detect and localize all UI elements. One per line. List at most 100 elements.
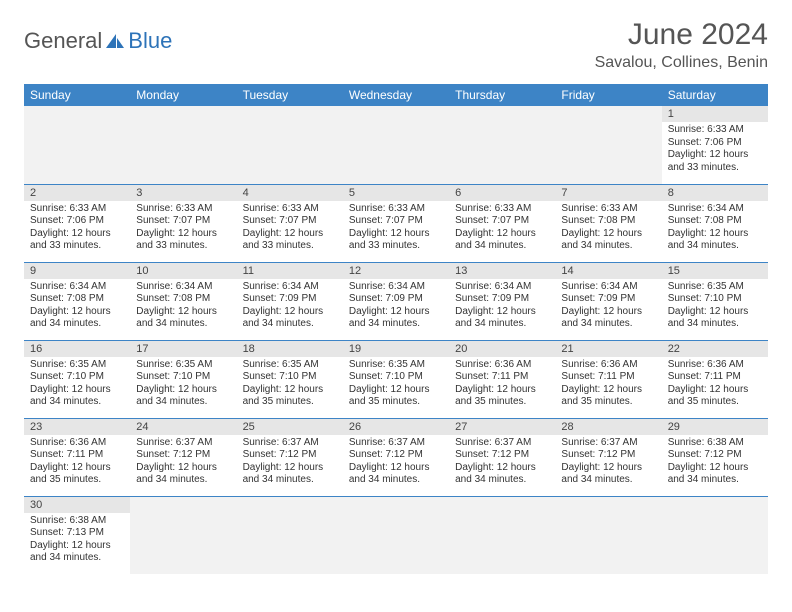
daylight-text-2: and 34 minutes.: [136, 474, 230, 487]
weekday-header: Thursday: [449, 84, 555, 106]
calendar-cell: 4Sunrise: 6:33 AMSunset: 7:07 PMDaylight…: [237, 184, 343, 262]
daylight-text: Daylight: 12 hours: [668, 306, 762, 319]
calendar-cell-empty: [555, 106, 661, 184]
calendar-cell-empty: [237, 106, 343, 184]
sunrise-text: Sunrise: 6:34 AM: [30, 281, 124, 294]
sunset-text: Sunset: 7:10 PM: [243, 371, 337, 384]
day-number: 22: [662, 341, 768, 357]
day-number: 7: [555, 185, 661, 201]
weekday-header: Sunday: [24, 84, 130, 106]
logo-text-blue: Blue: [128, 28, 172, 54]
daylight-text-2: and 33 minutes.: [136, 240, 230, 253]
calendar-cell: 8Sunrise: 6:34 AMSunset: 7:08 PMDaylight…: [662, 184, 768, 262]
calendar-cell: 22Sunrise: 6:36 AMSunset: 7:11 PMDayligh…: [662, 340, 768, 418]
calendar-cell: 19Sunrise: 6:35 AMSunset: 7:10 PMDayligh…: [343, 340, 449, 418]
sunset-text: Sunset: 7:12 PM: [561, 449, 655, 462]
daylight-text-2: and 34 minutes.: [668, 240, 762, 253]
day-content: Sunrise: 6:33 AMSunset: 7:08 PMDaylight:…: [555, 201, 661, 257]
calendar-cell: 28Sunrise: 6:37 AMSunset: 7:12 PMDayligh…: [555, 418, 661, 496]
day-number: 4: [237, 185, 343, 201]
sunset-text: Sunset: 7:06 PM: [30, 215, 124, 228]
sunset-text: Sunset: 7:07 PM: [136, 215, 230, 228]
sunset-text: Sunset: 7:09 PM: [561, 293, 655, 306]
day-content: Sunrise: 6:33 AMSunset: 7:07 PMDaylight:…: [343, 201, 449, 257]
sunrise-text: Sunrise: 6:36 AM: [30, 437, 124, 450]
calendar-week-row: 16Sunrise: 6:35 AMSunset: 7:10 PMDayligh…: [24, 340, 768, 418]
calendar-cell-empty: [343, 496, 449, 574]
sunset-text: Sunset: 7:11 PM: [455, 371, 549, 384]
daylight-text: Daylight: 12 hours: [30, 540, 124, 553]
day-number: 24: [130, 419, 236, 435]
daylight-text-2: and 34 minutes.: [668, 474, 762, 487]
daylight-text-2: and 35 minutes.: [561, 396, 655, 409]
calendar-cell-empty: [130, 106, 236, 184]
calendar-cell-empty: [662, 496, 768, 574]
day-number: 13: [449, 263, 555, 279]
calendar-table: Sunday Monday Tuesday Wednesday Thursday…: [24, 84, 768, 574]
daylight-text-2: and 35 minutes.: [349, 396, 443, 409]
sunrise-text: Sunrise: 6:34 AM: [561, 281, 655, 294]
sunrise-text: Sunrise: 6:37 AM: [243, 437, 337, 450]
daylight-text-2: and 34 minutes.: [668, 318, 762, 331]
daylight-text: Daylight: 12 hours: [349, 384, 443, 397]
daylight-text: Daylight: 12 hours: [349, 306, 443, 319]
daylight-text-2: and 34 minutes.: [243, 474, 337, 487]
day-content: Sunrise: 6:35 AMSunset: 7:10 PMDaylight:…: [130, 357, 236, 413]
day-content: Sunrise: 6:34 AMSunset: 7:08 PMDaylight:…: [662, 201, 768, 257]
sunset-text: Sunset: 7:08 PM: [561, 215, 655, 228]
day-content: Sunrise: 6:33 AMSunset: 7:06 PMDaylight:…: [662, 122, 768, 178]
sunrise-text: Sunrise: 6:35 AM: [136, 359, 230, 372]
calendar-cell: 21Sunrise: 6:36 AMSunset: 7:11 PMDayligh…: [555, 340, 661, 418]
calendar-cell: 5Sunrise: 6:33 AMSunset: 7:07 PMDaylight…: [343, 184, 449, 262]
day-content: Sunrise: 6:37 AMSunset: 7:12 PMDaylight:…: [237, 435, 343, 491]
day-content: Sunrise: 6:34 AMSunset: 7:08 PMDaylight:…: [24, 279, 130, 335]
sunrise-text: Sunrise: 6:34 AM: [136, 281, 230, 294]
sunrise-text: Sunrise: 6:37 AM: [136, 437, 230, 450]
day-content: Sunrise: 6:36 AMSunset: 7:11 PMDaylight:…: [449, 357, 555, 413]
sunrise-text: Sunrise: 6:38 AM: [30, 515, 124, 528]
day-content: Sunrise: 6:37 AMSunset: 7:12 PMDaylight:…: [343, 435, 449, 491]
sunset-text: Sunset: 7:09 PM: [243, 293, 337, 306]
weekday-header: Tuesday: [237, 84, 343, 106]
logo-sail-icon: [104, 32, 126, 50]
sunrise-text: Sunrise: 6:34 AM: [455, 281, 549, 294]
calendar-cell: 26Sunrise: 6:37 AMSunset: 7:12 PMDayligh…: [343, 418, 449, 496]
day-content: Sunrise: 6:35 AMSunset: 7:10 PMDaylight:…: [24, 357, 130, 413]
daylight-text: Daylight: 12 hours: [136, 384, 230, 397]
calendar-cell: 16Sunrise: 6:35 AMSunset: 7:10 PMDayligh…: [24, 340, 130, 418]
sunrise-text: Sunrise: 6:37 AM: [349, 437, 443, 450]
sunset-text: Sunset: 7:11 PM: [30, 449, 124, 462]
sunset-text: Sunset: 7:07 PM: [455, 215, 549, 228]
calendar-cell: 15Sunrise: 6:35 AMSunset: 7:10 PMDayligh…: [662, 262, 768, 340]
sunset-text: Sunset: 7:06 PM: [668, 137, 762, 150]
weekday-header: Wednesday: [343, 84, 449, 106]
daylight-text-2: and 33 minutes.: [668, 162, 762, 175]
day-content: Sunrise: 6:33 AMSunset: 7:07 PMDaylight:…: [130, 201, 236, 257]
sunset-text: Sunset: 7:12 PM: [455, 449, 549, 462]
header: General Blue June 2024 Savalou, Collines…: [24, 18, 768, 72]
daylight-text-2: and 34 minutes.: [561, 474, 655, 487]
calendar-cell: 9Sunrise: 6:34 AMSunset: 7:08 PMDaylight…: [24, 262, 130, 340]
logo-text-general: General: [24, 28, 102, 54]
calendar-week-row: 23Sunrise: 6:36 AMSunset: 7:11 PMDayligh…: [24, 418, 768, 496]
day-content: Sunrise: 6:38 AMSunset: 7:12 PMDaylight:…: [662, 435, 768, 491]
daylight-text-2: and 35 minutes.: [30, 474, 124, 487]
sunset-text: Sunset: 7:11 PM: [668, 371, 762, 384]
sunset-text: Sunset: 7:07 PM: [243, 215, 337, 228]
day-content: Sunrise: 6:34 AMSunset: 7:09 PMDaylight:…: [343, 279, 449, 335]
day-number: 27: [449, 419, 555, 435]
sunset-text: Sunset: 7:08 PM: [136, 293, 230, 306]
daylight-text: Daylight: 12 hours: [136, 462, 230, 475]
day-content: Sunrise: 6:35 AMSunset: 7:10 PMDaylight:…: [662, 279, 768, 335]
daylight-text: Daylight: 12 hours: [136, 306, 230, 319]
calendar-cell: 1Sunrise: 6:33 AMSunset: 7:06 PMDaylight…: [662, 106, 768, 184]
calendar-cell: 13Sunrise: 6:34 AMSunset: 7:09 PMDayligh…: [449, 262, 555, 340]
daylight-text: Daylight: 12 hours: [30, 462, 124, 475]
sunrise-text: Sunrise: 6:33 AM: [30, 203, 124, 216]
day-content: Sunrise: 6:34 AMSunset: 7:09 PMDaylight:…: [237, 279, 343, 335]
daylight-text: Daylight: 12 hours: [455, 228, 549, 241]
calendar-cell: 29Sunrise: 6:38 AMSunset: 7:12 PMDayligh…: [662, 418, 768, 496]
daylight-text-2: and 34 minutes.: [561, 240, 655, 253]
day-number: 25: [237, 419, 343, 435]
day-number: 1: [662, 106, 768, 122]
